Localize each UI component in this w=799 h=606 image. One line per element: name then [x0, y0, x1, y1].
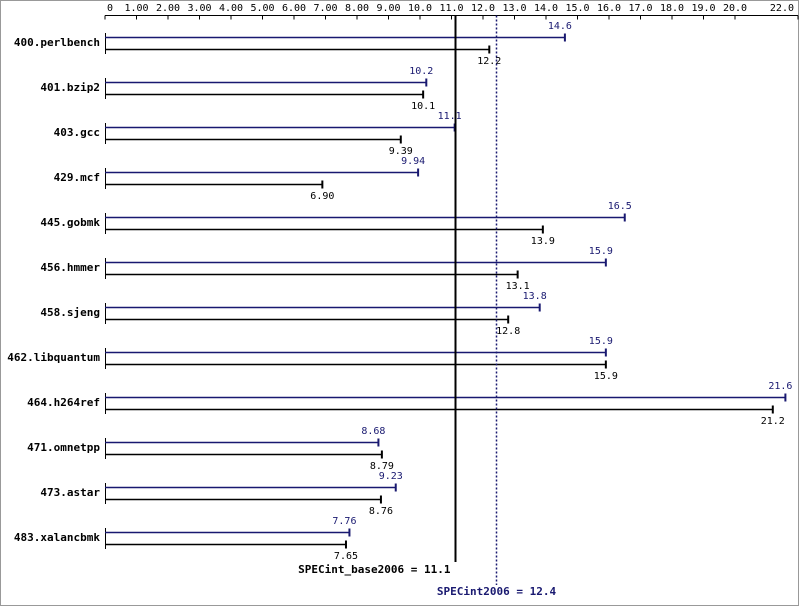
x-tick-label: 16.0: [597, 3, 621, 14]
bar: [105, 405, 774, 414]
bar: [105, 135, 402, 144]
reference-label: SPECint_base2006 = 11.1: [298, 563, 451, 576]
value-label: 16.5: [608, 201, 632, 212]
x-tick-label: 18.0: [660, 3, 684, 14]
value-label: 9.39: [389, 146, 413, 157]
x-tick-label: 22.0: [770, 3, 794, 14]
value-label: 6.90: [310, 191, 334, 202]
x-tick-label: 9.00: [376, 3, 400, 14]
category-label: 445.gobmk: [40, 216, 100, 229]
category-label: 471.omnetpp: [27, 441, 100, 454]
bar: [105, 528, 351, 537]
category-label: 464.h264ref: [27, 396, 100, 409]
value-label: 21.6: [768, 381, 792, 392]
x-tick-label: 7.00: [313, 3, 337, 14]
x-tick-label: 8.00: [345, 3, 369, 14]
bar: [105, 393, 787, 402]
x-tick-label: 15.0: [565, 3, 589, 14]
category-label: 462.libquantum: [7, 351, 100, 364]
bar: [105, 540, 347, 549]
value-label: 21.2: [761, 416, 785, 427]
x-tick-label: 10.0: [408, 3, 432, 14]
category-label: 403.gcc: [54, 126, 100, 139]
category-label: 400.perlbench: [14, 36, 100, 49]
value-label: 8.76: [369, 506, 393, 517]
bar: [105, 258, 607, 267]
value-label: 9.23: [379, 471, 403, 482]
value-label: 15.9: [594, 371, 618, 382]
x-tick-label: 17.0: [628, 3, 652, 14]
x-tick-label: 5.00: [250, 3, 274, 14]
value-label: 11.1: [438, 111, 462, 122]
value-label: 9.94: [401, 156, 425, 167]
value-label: 7.76: [332, 516, 356, 527]
bar: [105, 45, 491, 54]
value-label: 13.1: [506, 281, 530, 292]
x-tick-label: 4.00: [219, 3, 243, 14]
category-label: 401.bzip2: [40, 81, 100, 94]
category-label: 458.sjeng: [40, 306, 100, 319]
value-label: 10.1: [411, 101, 435, 112]
bar: [105, 78, 428, 87]
value-label: 15.9: [589, 336, 613, 347]
bar: [105, 33, 566, 42]
bar: [105, 315, 510, 324]
value-label: 8.68: [361, 426, 385, 437]
reference-label: SPECint2006 = 12.4: [437, 585, 557, 598]
value-label: 7.65: [334, 551, 358, 562]
x-tick-label: 6.00: [282, 3, 306, 14]
x-tick-label: 11.0: [439, 3, 463, 14]
bar: [105, 303, 541, 312]
x-tick-label: 2.00: [156, 3, 180, 14]
value-label: 13.8: [523, 291, 547, 302]
value-label: 12.2: [477, 56, 501, 67]
value-label: 10.2: [409, 66, 433, 77]
x-tick-label: 1.00: [124, 3, 148, 14]
x-tick-label: 12.0: [471, 3, 495, 14]
x-tick-label: 14.0: [534, 3, 558, 14]
category-label: 429.mcf: [54, 171, 100, 184]
bar: [105, 450, 383, 459]
bar: [105, 90, 425, 99]
bar: [105, 438, 380, 447]
category-label: 473.astar: [40, 486, 100, 499]
x-tick-label: 20.0: [723, 3, 747, 14]
category-label: 483.xalancbmk: [14, 531, 100, 544]
value-label: 13.9: [531, 236, 555, 247]
bar: [105, 270, 519, 279]
value-label: 14.6: [548, 21, 572, 32]
x-tick-label: 0: [107, 3, 113, 14]
x-tick-label: 3.00: [187, 3, 211, 14]
value-label: 12.8: [496, 326, 520, 337]
category-label: 456.hmmer: [40, 261, 100, 274]
bar: [105, 225, 544, 234]
bar: [105, 180, 324, 189]
bar: [105, 213, 626, 222]
bar: [105, 348, 607, 357]
value-label: 8.79: [370, 461, 394, 472]
bar: [105, 168, 420, 177]
value-label: 15.9: [589, 246, 613, 257]
bar: [105, 495, 382, 504]
bar: [105, 360, 607, 369]
x-tick-label: 19.0: [691, 3, 715, 14]
bar: [105, 483, 397, 492]
x-tick-label: 13.0: [502, 3, 526, 14]
